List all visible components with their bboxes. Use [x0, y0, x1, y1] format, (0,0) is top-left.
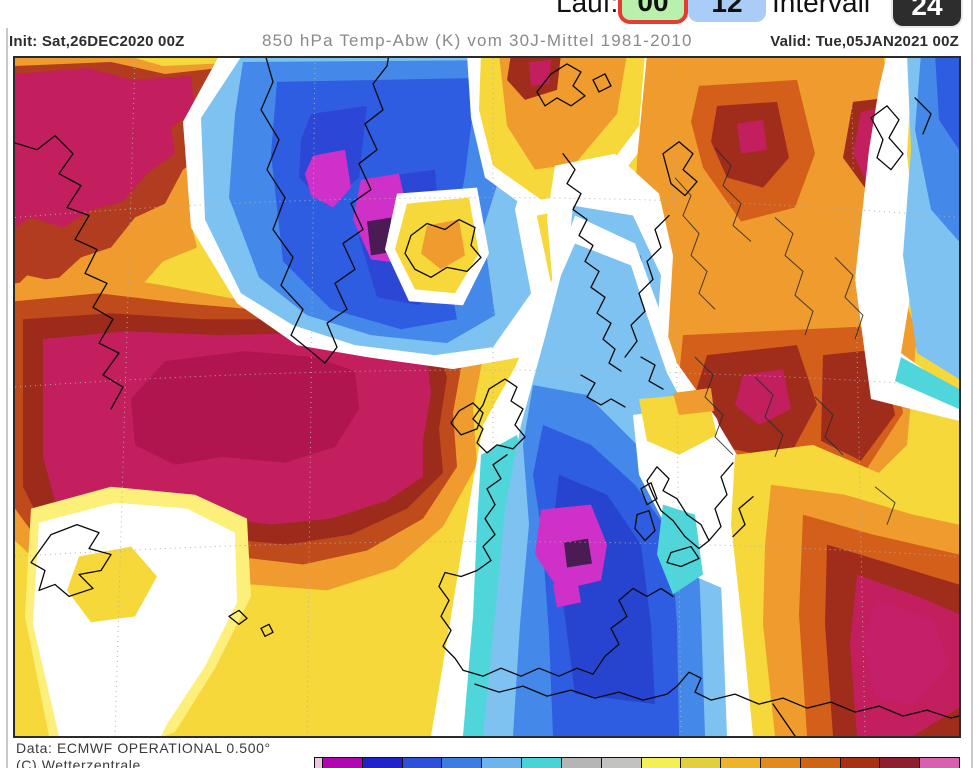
copyright: (C) Wetterzentrale [16, 757, 141, 768]
run-label: Lauf: [556, 0, 619, 18]
colorbar-segment [600, 758, 641, 768]
colorbar-segment [879, 758, 920, 768]
run-00-button[interactable]: 00 [618, 0, 688, 24]
cold-region-east-edge [855, 58, 959, 421]
region-italy [633, 388, 747, 595]
data-source: Data: ECMWF OPERATIONAL 0.500° [16, 740, 271, 756]
colorbar-segment [799, 758, 840, 768]
colorbar-segment [521, 758, 561, 768]
map-subject: 850 hPa Temp-Abw (K) vom 30J-Mittel 1981… [262, 31, 693, 50]
colorbar-segment [361, 758, 402, 768]
warm-region-southeast [731, 444, 959, 736]
map-title-row: Init: Sat,26DEC2020 00Z 850 hPa Temp-Abw… [9, 31, 959, 51]
anomaly-map [13, 56, 961, 738]
valid-time: Valid: Tue,05JAN2021 00Z [770, 33, 959, 50]
colorbar-segment [919, 758, 960, 768]
coastlines [15, 58, 959, 736]
country-borders [674, 147, 896, 525]
colorbar-segment [839, 758, 880, 768]
colorbar-segment [560, 758, 601, 768]
colorbar-segment [640, 758, 681, 768]
run-12-button[interactable]: 12 [688, 0, 766, 22]
intervall-24-button[interactable]: 24 [893, 0, 961, 26]
colorbar-segment [401, 758, 442, 768]
right-column-divider [971, 0, 973, 768]
colorbar-segment [441, 758, 482, 768]
colorbar-segment [759, 758, 800, 768]
colorbar-segment [680, 758, 721, 768]
anomaly-map-svg [15, 58, 959, 736]
left-column-divider [6, 28, 8, 768]
colorbar-segment [481, 758, 522, 768]
colorbar-segment [322, 758, 362, 768]
init-time: Init: Sat,26DEC2020 00Z [9, 33, 185, 50]
intervall-label: Intervall [772, 0, 871, 18]
colorbar-edge [314, 758, 322, 768]
cold-region-greenland [183, 58, 559, 370]
colorbar-segment [720, 758, 760, 768]
colorbar [314, 757, 960, 768]
graticule [15, 58, 959, 736]
